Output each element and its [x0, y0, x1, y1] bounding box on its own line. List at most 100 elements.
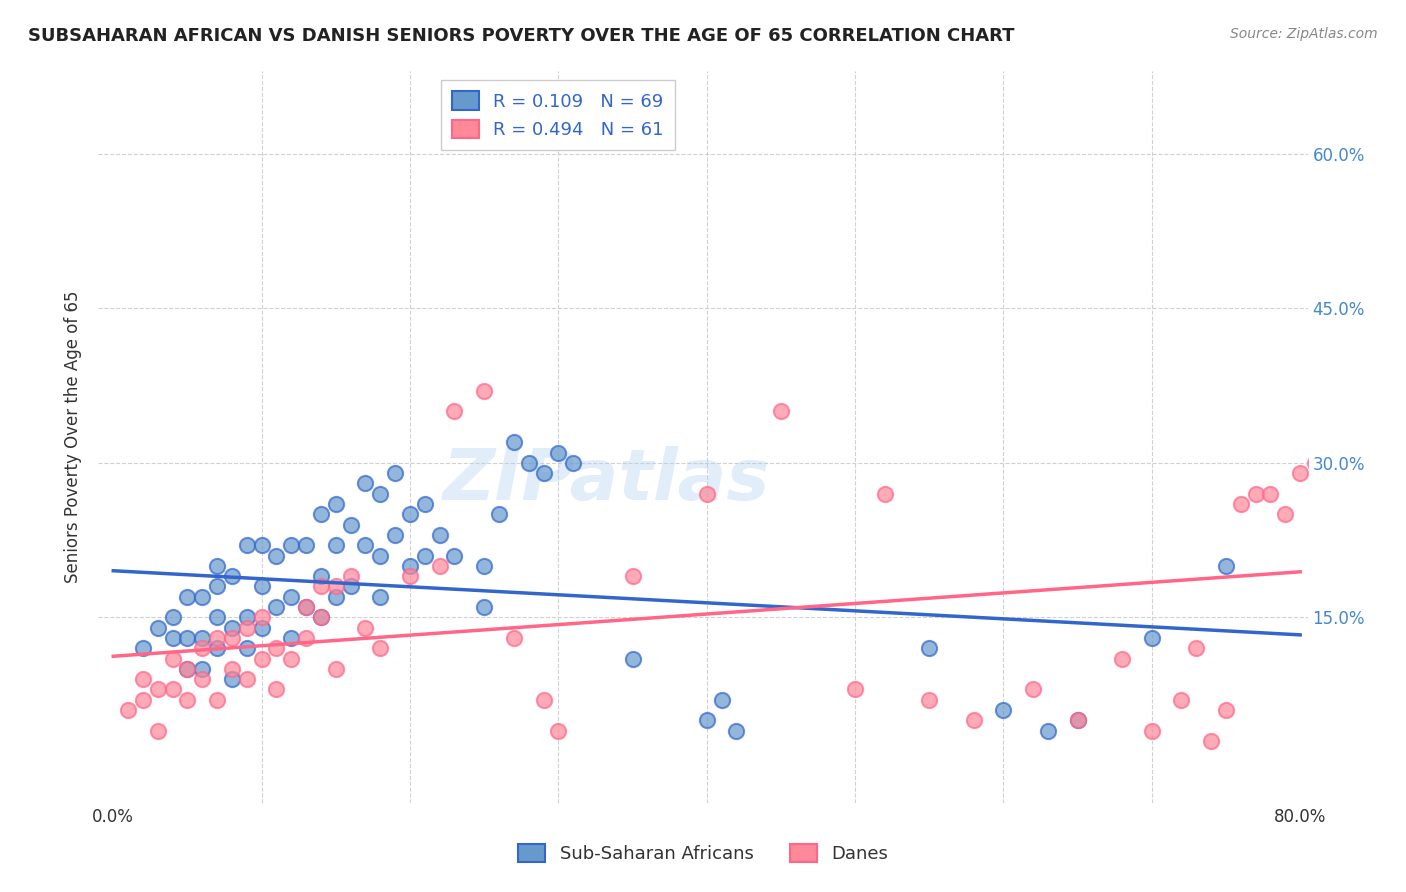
Point	[176, 662, 198, 676]
Point	[266, 549, 288, 563]
Point	[918, 693, 941, 707]
Point	[191, 590, 214, 604]
Point	[1274, 508, 1296, 522]
Point	[1260, 487, 1282, 501]
Point	[162, 631, 184, 645]
Point	[205, 693, 228, 707]
Point	[1066, 714, 1088, 728]
Point	[309, 610, 332, 624]
Legend: Sub-Saharan Africans, Danes: Sub-Saharan Africans, Danes	[508, 833, 898, 874]
Point	[1289, 466, 1312, 480]
Point	[472, 558, 495, 573]
Point	[725, 723, 748, 738]
Point	[295, 600, 318, 615]
Point	[429, 558, 451, 573]
Point	[1170, 693, 1192, 707]
Point	[280, 538, 302, 552]
Point	[295, 600, 318, 615]
Point	[354, 538, 377, 552]
Point	[250, 651, 273, 665]
Point	[221, 631, 243, 645]
Text: SUBSAHARAN AFRICAN VS DANISH SENIORS POVERTY OVER THE AGE OF 65 CORRELATION CHAR: SUBSAHARAN AFRICAN VS DANISH SENIORS POV…	[28, 27, 1015, 45]
Point	[354, 621, 377, 635]
Y-axis label: Seniors Poverty Over the Age of 65: Seniors Poverty Over the Age of 65	[65, 291, 83, 583]
Point	[280, 651, 302, 665]
Point	[236, 641, 259, 656]
Point	[325, 497, 347, 511]
Point	[1215, 703, 1237, 717]
Point	[1036, 723, 1059, 738]
Point	[236, 538, 259, 552]
Point	[547, 445, 569, 459]
Point	[162, 610, 184, 624]
Point	[309, 508, 332, 522]
Point	[250, 538, 273, 552]
Legend: R = 0.109   N = 69, R = 0.494   N = 61: R = 0.109 N = 69, R = 0.494 N = 61	[441, 80, 675, 150]
Point	[1140, 723, 1163, 738]
Point	[221, 621, 243, 635]
Point	[472, 600, 495, 615]
Point	[176, 590, 198, 604]
Text: ZIPatlas: ZIPatlas	[443, 447, 770, 516]
Point	[162, 682, 184, 697]
Point	[413, 497, 436, 511]
Point	[266, 600, 288, 615]
Point	[339, 579, 361, 593]
Point	[309, 569, 332, 583]
Point	[325, 538, 347, 552]
Point	[621, 651, 644, 665]
Point	[547, 723, 569, 738]
Point	[205, 558, 228, 573]
Point	[191, 672, 214, 686]
Point	[325, 590, 347, 604]
Point	[250, 621, 273, 635]
Point	[368, 487, 391, 501]
Point	[533, 466, 555, 480]
Point	[280, 631, 302, 645]
Point	[339, 517, 361, 532]
Point	[368, 641, 391, 656]
Point	[191, 641, 214, 656]
Point	[1319, 466, 1341, 480]
Point	[562, 456, 585, 470]
Point	[205, 641, 228, 656]
Point	[399, 569, 422, 583]
Point	[146, 621, 169, 635]
Text: Source: ZipAtlas.com: Source: ZipAtlas.com	[1230, 27, 1378, 41]
Point	[221, 662, 243, 676]
Point	[266, 682, 288, 697]
Point	[533, 693, 555, 707]
Point	[1244, 487, 1267, 501]
Point	[443, 404, 465, 418]
Point	[191, 662, 214, 676]
Point	[696, 714, 718, 728]
Point	[132, 672, 155, 686]
Point	[354, 476, 377, 491]
Point	[769, 404, 792, 418]
Point	[236, 621, 259, 635]
Point	[963, 714, 986, 728]
Point	[325, 662, 347, 676]
Point	[502, 435, 524, 450]
Point	[1333, 487, 1355, 501]
Point	[710, 693, 733, 707]
Point	[146, 723, 169, 738]
Point	[132, 641, 155, 656]
Point	[873, 487, 896, 501]
Point	[236, 672, 259, 686]
Point	[413, 549, 436, 563]
Point	[1185, 641, 1208, 656]
Point	[384, 528, 406, 542]
Point	[280, 590, 302, 604]
Point	[472, 384, 495, 398]
Point	[502, 631, 524, 645]
Point	[1215, 558, 1237, 573]
Point	[1230, 497, 1253, 511]
Point	[309, 579, 332, 593]
Point	[250, 610, 273, 624]
Point	[918, 641, 941, 656]
Point	[266, 641, 288, 656]
Point	[146, 682, 169, 697]
Point	[309, 610, 332, 624]
Point	[176, 693, 198, 707]
